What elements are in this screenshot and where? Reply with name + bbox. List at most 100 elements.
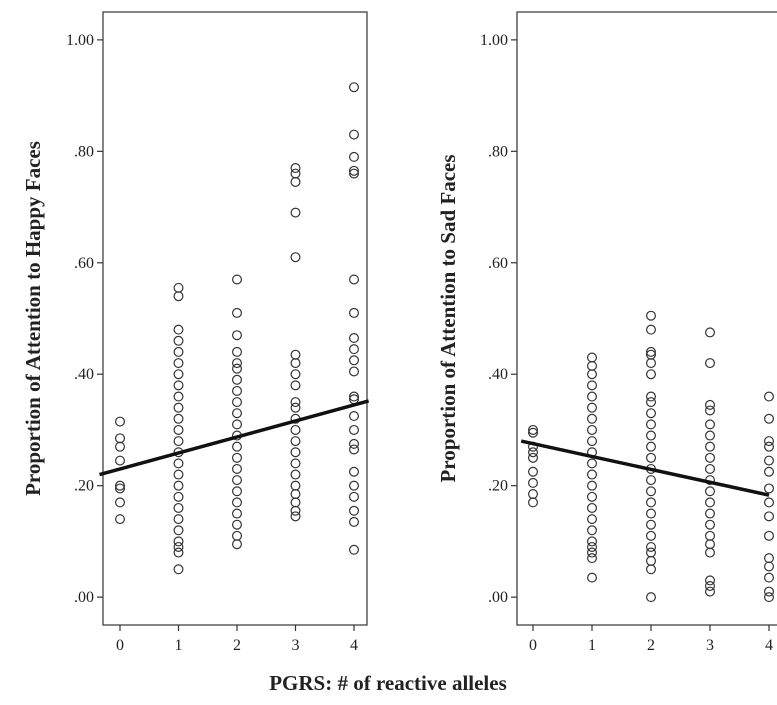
data-point (586, 391, 597, 402)
data-point (586, 572, 597, 583)
data-point (763, 441, 774, 452)
data-point (232, 441, 243, 452)
data-point (704, 547, 715, 558)
data-point (232, 475, 243, 486)
data-point (763, 530, 774, 541)
data-point (232, 363, 243, 374)
data-point (173, 282, 184, 293)
data-point (232, 397, 243, 408)
shared-x-axis-label: PGRS: # of reactive alleles (269, 671, 507, 695)
happy-faces-panel: .00 .20 .40 .60 .80 1.00 0 1 2 3 4 Proportion of At… (21, 11, 370, 654)
data-point (704, 419, 715, 430)
x-tick-label: 0 (529, 637, 537, 654)
data-point (173, 291, 184, 302)
data-point (290, 168, 301, 179)
y-axis-label: Proportion of Attention to Happy Faces (21, 141, 45, 496)
data-point (704, 580, 715, 591)
data-point (645, 530, 656, 541)
data-point (349, 438, 360, 449)
data-point (527, 477, 538, 488)
data-point (173, 547, 184, 558)
data-point (349, 411, 360, 422)
data-point (349, 424, 360, 435)
data-point (232, 330, 243, 341)
data-point (645, 497, 656, 508)
data-point (704, 430, 715, 441)
data-point (763, 561, 774, 572)
data-point (763, 391, 774, 402)
data-point (645, 324, 656, 335)
data-point (586, 469, 597, 480)
data-point (763, 511, 774, 522)
data-point (704, 486, 715, 497)
data-point (349, 480, 360, 491)
data-point (527, 424, 538, 435)
data-point (586, 360, 597, 371)
y-tick-label: .00 (488, 589, 508, 606)
data-point (704, 497, 715, 508)
data-point (290, 447, 301, 458)
data-point (232, 346, 243, 357)
data-point (114, 480, 125, 491)
data-point (704, 530, 715, 541)
y-tick-label: .40 (488, 366, 508, 383)
data-point (645, 310, 656, 321)
data-point (114, 483, 125, 494)
data-point (290, 207, 301, 218)
data-point (290, 349, 301, 360)
data-point (349, 151, 360, 162)
data-point (173, 424, 184, 435)
data-point (763, 455, 774, 466)
data-point (114, 455, 125, 466)
data-point (349, 82, 360, 93)
x-tick-label: 3 (706, 637, 714, 654)
data-point (586, 536, 597, 547)
data-point (114, 416, 125, 427)
data-point (645, 419, 656, 430)
data-point (349, 516, 360, 527)
data-point (232, 539, 243, 550)
data-point (173, 458, 184, 469)
data-point (290, 511, 301, 522)
data-point (349, 391, 360, 402)
regression-line (99, 399, 370, 477)
x-tick-label: 2 (233, 637, 241, 654)
data-point (349, 168, 360, 179)
y-tick-label: .60 (488, 255, 508, 272)
data-point (349, 544, 360, 555)
data-point (114, 497, 125, 508)
y-tick-label: .20 (488, 478, 508, 495)
data-point (527, 427, 538, 438)
data-point (290, 397, 301, 408)
data-point (704, 539, 715, 550)
data-point (349, 466, 360, 477)
data-point (232, 419, 243, 430)
data-point (173, 380, 184, 391)
data-point (527, 452, 538, 463)
data-point (704, 586, 715, 597)
data-point (586, 352, 597, 363)
data-point (290, 380, 301, 391)
data-point (232, 508, 243, 519)
data-point (349, 444, 360, 455)
y-tick-label: .20 (74, 478, 94, 495)
data-point (527, 466, 538, 477)
data-point (290, 489, 301, 500)
data-point (173, 514, 184, 525)
x-tick-label: 4 (765, 637, 773, 654)
data-point (586, 413, 597, 424)
sad-faces-panel: .00 .20 .40 .60 .80 1.00 0 1 2 3 4 Proportion of At… (436, 11, 777, 654)
data-point (173, 436, 184, 447)
data-point (645, 519, 656, 530)
data-point (763, 497, 774, 508)
data-point (290, 505, 301, 516)
data-point (349, 344, 360, 355)
data-point (173, 391, 184, 402)
data-point (645, 391, 656, 402)
data-point (290, 458, 301, 469)
data-point (290, 469, 301, 480)
data-point (645, 369, 656, 380)
data-point (290, 176, 301, 187)
data-point (173, 358, 184, 369)
data-point (763, 466, 774, 477)
